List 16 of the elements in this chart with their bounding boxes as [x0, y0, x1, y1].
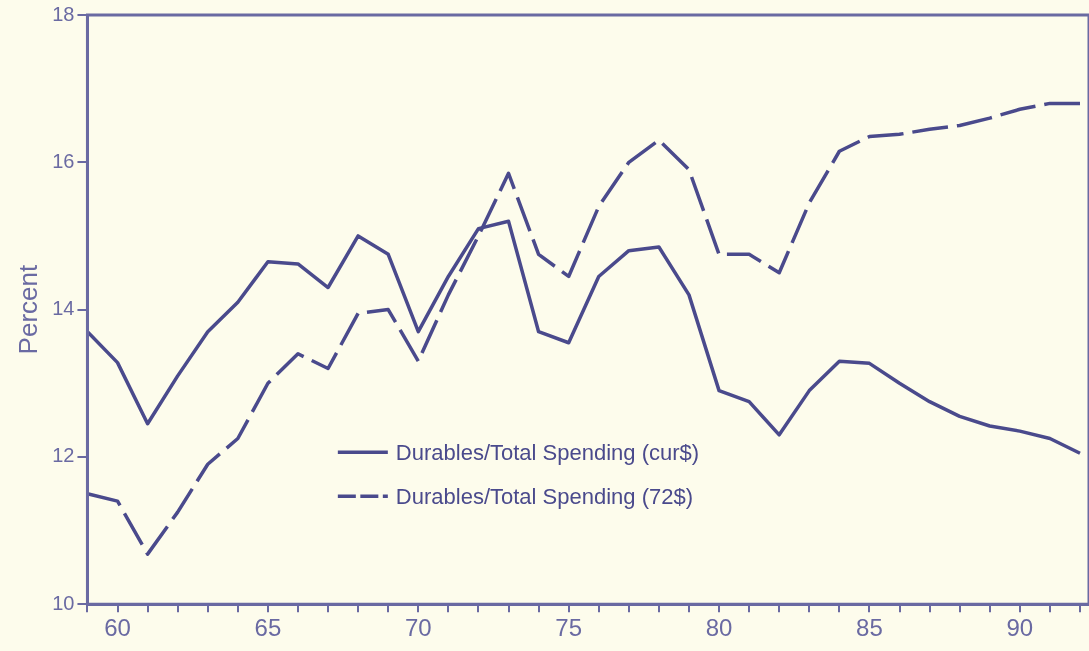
y-tick-label: 10	[52, 591, 75, 614]
y-axis-title: Percent	[12, 264, 43, 355]
legend-label: Durables/Total Spending (72$)	[395, 484, 694, 510]
legend-label: Durables/Total Spending (cur$)	[395, 440, 700, 466]
x-tick-label: 65	[254, 614, 282, 642]
y-tick-label: 12	[52, 444, 75, 467]
x-tick-label: 80	[705, 614, 733, 642]
y-tick-label: 16	[52, 149, 75, 172]
y-tick-label: 18	[52, 2, 75, 25]
x-tick-label: 75	[555, 614, 583, 642]
x-tick-label: 85	[856, 614, 883, 642]
x-tick-label: 90	[1006, 614, 1034, 642]
line-series	[87, 101, 1082, 556]
x-tick-label: 70	[404, 614, 432, 642]
y-tick-label: 14	[52, 297, 75, 320]
x-tick-label: 60	[104, 614, 131, 642]
